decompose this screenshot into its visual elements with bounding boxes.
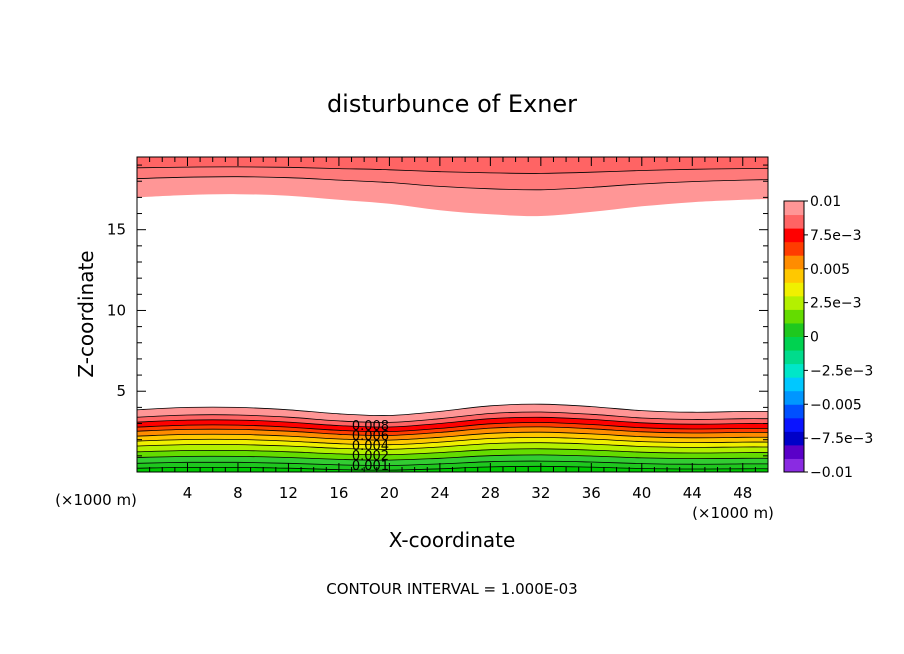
colorbar-swatch: [784, 322, 804, 337]
contour-line-bottom-6: [137, 436, 768, 446]
x-tick-label: 36: [582, 484, 601, 502]
colorbar-tick-label: 7.5e−3: [810, 228, 862, 244]
y-tick-label: 15: [107, 221, 126, 239]
x-tick-label: 28: [481, 484, 500, 502]
x-tick-label: 4: [183, 484, 193, 502]
colorbar-swatch: [784, 404, 804, 419]
colorbar: 0.01 7.5e−3 0.005 2.5e−3 0 −2.5e−3 −0.005 −7.5e…: [783, 194, 873, 481]
contour-line-bottom-8: [137, 448, 768, 456]
contour-interval-footer: CONTOUR INTERVAL = 1.000E-03: [326, 580, 577, 598]
contour-line-bottom-2: [137, 416, 768, 428]
colorbar-swatch: [784, 228, 804, 243]
colorbar-tick-label: 2.5e−3: [810, 296, 862, 312]
colorbar-swatch: [784, 309, 804, 324]
colorbar-swatch: [784, 268, 804, 283]
colorbar-swatch: [784, 390, 804, 405]
x-tick-label: 48: [733, 484, 752, 502]
x-tick-label: 20: [380, 484, 399, 502]
colorbar-tick-label: 0.005: [810, 262, 850, 278]
contour-line-top-2: [137, 166, 768, 174]
contour-line-bottom-0: [137, 403, 768, 416]
colorbar-tick-label: −2.5e−3: [810, 363, 873, 379]
x-tick-label: 12: [279, 484, 298, 502]
contour-line-bottom-4: [137, 426, 768, 436]
colorbar-swatch: [784, 282, 804, 297]
contour-label: 0.002: [352, 449, 389, 464]
contour-line-bottom-7: [137, 442, 768, 450]
y-axis-label: Z-coordinate: [74, 250, 98, 377]
chart-title: disturbunce of Exner: [327, 90, 577, 118]
contour-line-top-1: [137, 176, 768, 191]
x-tick-label: 8: [233, 484, 243, 502]
x-tick-label: 40: [632, 484, 651, 502]
x-tick-label: 16: [329, 484, 348, 502]
x-unit-left: (×1000 m): [55, 491, 137, 509]
contour-label: 0.004: [352, 439, 389, 454]
contour-line-bottom-5: [137, 431, 768, 441]
contour-line-bottom-9: [137, 454, 768, 461]
contour-bands: [137, 157, 768, 472]
x-axis-label: X-coordinate: [389, 528, 516, 552]
contour-line-bottom-3: [137, 422, 768, 433]
colorbar-swatch: [784, 417, 804, 432]
colorbar-swatch: [784, 377, 804, 392]
x-tick-label: 24: [430, 484, 449, 502]
colorbar-swatch: [784, 241, 804, 256]
x-tick-label: 32: [531, 484, 550, 502]
contour-label: 0.008: [352, 419, 389, 434]
y-tick-label: 10: [107, 301, 126, 319]
x-unit-right: (×1000 m): [692, 504, 774, 522]
contour-label: 0.006: [352, 429, 389, 444]
colorbar-swatch: [784, 444, 804, 459]
colorbar-swatch: [784, 255, 804, 270]
colorbar-swatch: [784, 458, 804, 473]
contour-line-bottom-1: [137, 411, 768, 423]
contour-band-top-2: [137, 157, 768, 174]
x-tick-label: 44: [683, 484, 702, 502]
contour-label: 0.001: [352, 459, 389, 474]
colorbar-swatch: [784, 336, 804, 351]
colorbar-tick-label: −7.5e−3: [810, 431, 873, 447]
contour-line-bottom-10: [137, 460, 768, 466]
colorbar-tick-label: 0.01: [810, 194, 841, 210]
colorbar-swatch: [784, 295, 804, 310]
colorbar-swatch: [784, 431, 804, 446]
colorbar-tick-label: 0: [810, 330, 819, 346]
colorbar-swatch: [784, 363, 804, 378]
colorbar-swatch: [784, 214, 804, 229]
colorbar-swatch: [784, 350, 804, 365]
colorbar-tick-label: −0.01: [810, 465, 853, 481]
colorbar-swatch: [784, 201, 804, 216]
y-tick-label: 5: [116, 382, 126, 400]
colorbar-tick-label: −0.005: [810, 397, 862, 413]
